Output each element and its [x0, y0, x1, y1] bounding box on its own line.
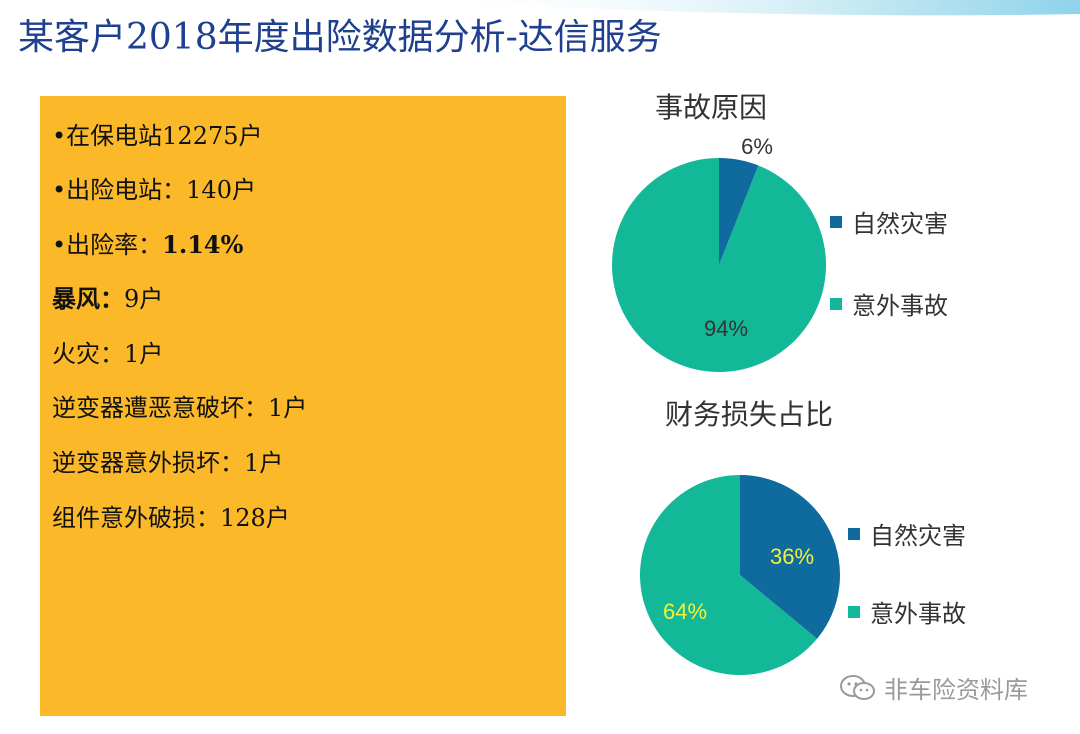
legend-item: 意外事故 — [830, 286, 948, 321]
pie-chart-loss: 36% 64% — [640, 475, 840, 675]
legend-swatch-accident — [848, 605, 860, 618]
legend-item: 意外事故 — [848, 594, 966, 629]
pie-slice-accident — [612, 157, 826, 372]
header-decoration — [420, 0, 1080, 16]
pie-slice-natural — [740, 475, 840, 639]
info-line: 组件意外破损：128户 — [52, 504, 290, 532]
pie-slice-accident — [640, 475, 818, 675]
legend-swatch-natural — [830, 215, 842, 228]
info-box: •在保电站12275户 •出险电站：140户 •出险率：1.14% 暴风：9户 … — [40, 96, 566, 716]
wechat-icon — [840, 674, 875, 700]
legend-swatch-natural — [848, 527, 860, 540]
chart-title-cause: 事故原因 — [655, 91, 768, 124]
page-title: 某客户2018年度出险数据分析-达信服务 — [18, 17, 662, 58]
info-line: •在保电站12275户 — [52, 122, 263, 150]
pie-data-label: 6% — [741, 134, 773, 159]
watermark: 非车险资料库 — [838, 670, 1028, 705]
info-line: 火灾：1户 — [52, 340, 164, 368]
info-line: 暴风：9户 — [52, 284, 164, 313]
watermark-text: 非车险资料库 — [884, 676, 1028, 704]
chart-title-loss: 财务损失占比 — [665, 398, 834, 431]
info-line: •出险率：1.14% — [52, 230, 244, 259]
legend-item: 自然灾害 — [830, 204, 948, 239]
legend-item: 自然灾害 — [848, 516, 966, 551]
info-line: 逆变器遭恶意破坏：1户 — [52, 394, 308, 422]
info-line: •出险电站：140户 — [52, 176, 256, 204]
pie-data-label: 36% — [770, 544, 814, 569]
info-line: 逆变器意外损坏：1户 — [52, 449, 284, 477]
pie-slice-natural — [719, 158, 759, 265]
legend-swatch-accident — [830, 297, 842, 310]
pie-data-label: 64% — [663, 599, 707, 624]
pie-data-label: 94% — [704, 316, 748, 341]
pie-chart-cause: 6% 94% — [612, 134, 826, 372]
